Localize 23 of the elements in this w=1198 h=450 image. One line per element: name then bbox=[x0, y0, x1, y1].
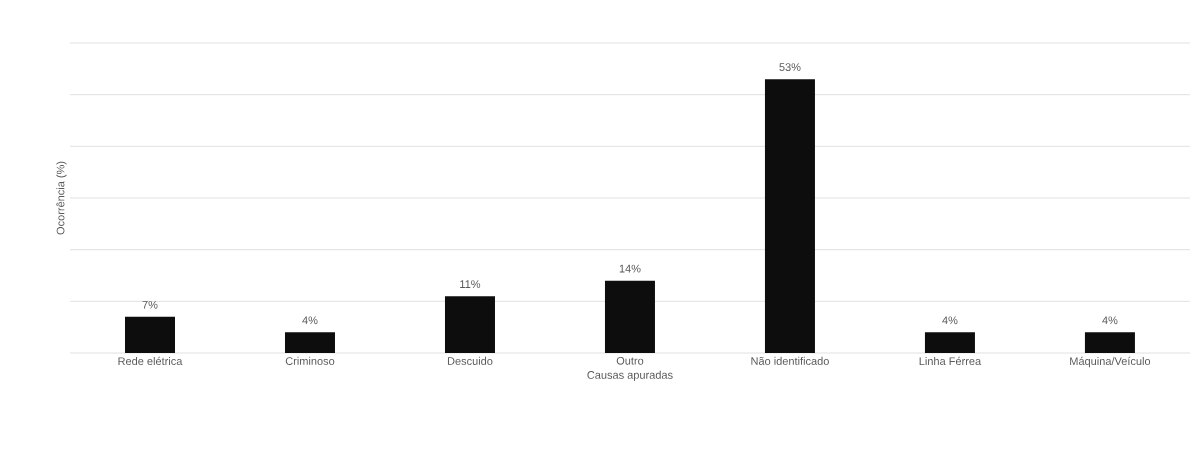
x-tick-label: Descuido bbox=[447, 356, 493, 365]
bar bbox=[1084, 332, 1135, 353]
bar bbox=[125, 316, 175, 353]
data-label: 14% bbox=[619, 264, 641, 273]
x-tick-label: Rede elétrica bbox=[118, 356, 183, 366]
x-axis-title: Causas apuradas bbox=[587, 370, 673, 382]
bar bbox=[764, 79, 815, 353]
data-label: 53% bbox=[779, 63, 801, 71]
y-axis-title: Ocorrência (%) bbox=[56, 161, 67, 235]
bar bbox=[284, 332, 335, 353]
data-label: 4% bbox=[1102, 316, 1118, 325]
x-tick-label: Criminoso bbox=[285, 356, 335, 365]
bar bbox=[444, 296, 495, 353]
x-tick-label: Máquina/Veículo bbox=[1070, 356, 1151, 368]
data-label: 7% bbox=[142, 300, 158, 309]
data-label: 4% bbox=[302, 316, 318, 325]
bar bbox=[924, 332, 975, 353]
data-label: 4% bbox=[942, 316, 958, 325]
x-tick-label: Outro bbox=[616, 356, 644, 365]
x-tick-label: Linha Férrea bbox=[919, 356, 982, 366]
x-tick-label: Não identificado bbox=[751, 356, 829, 365]
data-label: 11% bbox=[460, 280, 481, 288]
bar bbox=[604, 280, 655, 353]
